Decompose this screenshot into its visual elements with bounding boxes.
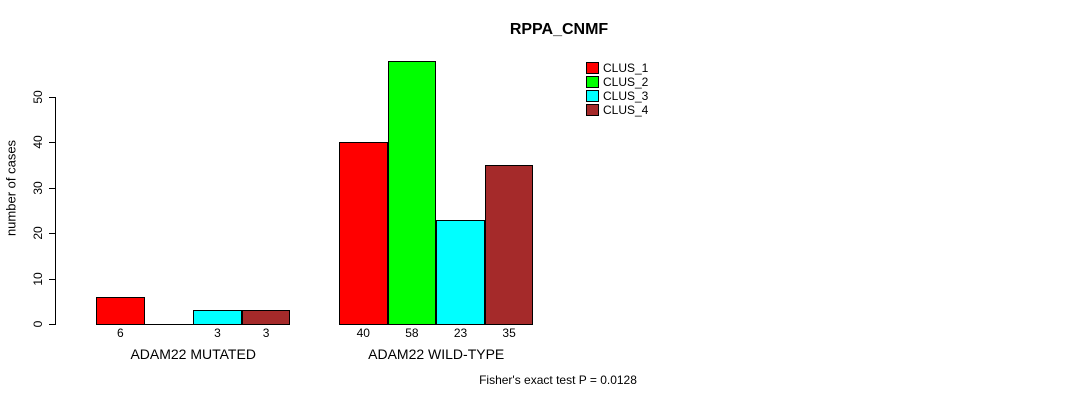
legend-label: CLUS_2 <box>603 75 649 89</box>
legend: CLUS_1 CLUS_2 CLUS_3 CLUS_4 <box>586 61 648 117</box>
y-tick <box>49 278 55 280</box>
bar-value-label: 35 <box>502 326 516 340</box>
y-tick-label: 20 <box>31 226 45 240</box>
bar-clus_4-group1 <box>241 310 291 325</box>
annotation-text: Fisher's exact test P = 0.0128 <box>479 373 637 387</box>
bar-value-label: 6 <box>116 326 124 340</box>
bar-value-label: 40 <box>356 326 370 340</box>
bar-value-label: 23 <box>453 326 468 340</box>
legend-swatch-clus_4 <box>586 104 599 116</box>
bar-value-label: 58 <box>405 326 419 340</box>
legend-row: CLUS_3 <box>586 89 648 103</box>
legend-label: CLUS_4 <box>603 103 649 117</box>
y-tick-label: 10 <box>31 271 45 286</box>
y-tick-label: 40 <box>31 135 45 150</box>
bar-value-label: 3 <box>214 326 221 340</box>
x-axis-group-label: ADAM22 WILD-TYPE <box>368 346 505 362</box>
y-axis-line <box>55 97 56 325</box>
bar-clus_4-group2 <box>484 165 534 325</box>
legend-label: CLUS_3 <box>603 89 649 103</box>
bar-clus_3-group1 <box>193 310 242 325</box>
legend-swatch-clus_1 <box>586 62 599 74</box>
bar-clus_1-group2 <box>339 142 388 325</box>
bar-clus_1-group1 <box>96 296 145 325</box>
legend-row: CLUS_2 <box>586 75 648 89</box>
legend-row: CLUS_1 <box>586 61 648 75</box>
y-tick <box>49 97 55 98</box>
y-tick <box>49 233 55 235</box>
legend-row: CLUS_4 <box>586 103 648 117</box>
y-tick <box>49 142 55 144</box>
legend-label: CLUS_1 <box>603 61 649 75</box>
y-tick <box>49 324 55 325</box>
y-tick-label: 50 <box>31 90 45 104</box>
bar-value-label: 3 <box>262 326 270 340</box>
legend-swatch-clus_2 <box>586 76 599 88</box>
x-axis-group-label: ADAM22 MUTATED <box>130 346 256 362</box>
y-tick <box>49 187 55 189</box>
y-tick-label: 30 <box>31 181 45 195</box>
y-axis-label: number of cases <box>3 139 19 237</box>
y-tick-label: 0 <box>31 320 45 328</box>
bar-clus_2-group2 <box>387 60 437 325</box>
legend-swatch-clus_3 <box>586 90 599 102</box>
chart-title: RPPA_CNMF <box>509 21 609 38</box>
bar-clus_3-group2 <box>436 219 485 325</box>
